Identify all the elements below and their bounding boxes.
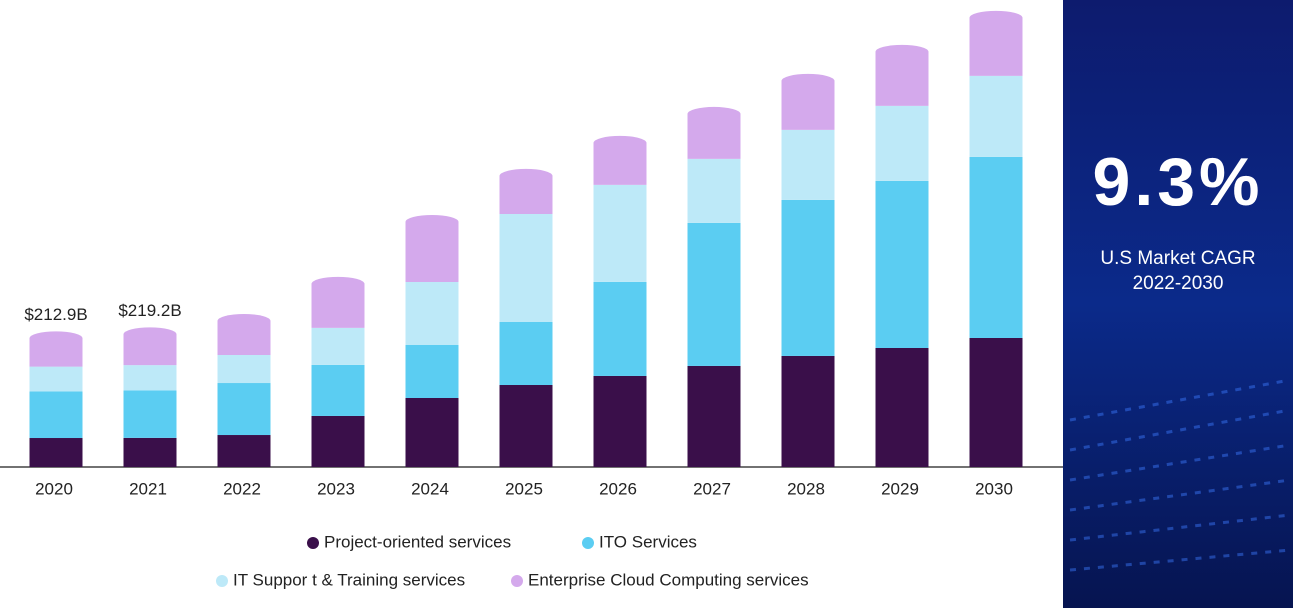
x-tick-label: 2022 — [223, 479, 261, 498]
x-tick-label: 2026 — [599, 479, 637, 498]
bar-segment — [405, 344, 459, 399]
x-tick-label: 2028 — [787, 479, 825, 498]
bar-segment — [217, 383, 271, 436]
bar-segment — [875, 347, 929, 467]
bar-segment — [123, 390, 177, 438]
x-tick-label: 2023 — [317, 479, 355, 498]
legend-label: Project-oriented services — [324, 532, 511, 551]
bar-segment — [969, 75, 1023, 157]
bar-segment — [969, 156, 1023, 338]
cagr-value: 9.3% — [1093, 144, 1264, 220]
bar-segment — [687, 222, 741, 366]
bar-segment — [29, 366, 83, 392]
x-tick-label: 2024 — [411, 479, 449, 498]
bar-segment — [593, 135, 647, 185]
bar-segment — [593, 184, 647, 282]
bar-segment — [123, 437, 177, 467]
bar-segment — [499, 321, 553, 386]
bar-segment — [499, 168, 553, 214]
bar-segment — [405, 281, 459, 345]
bar-segment — [499, 385, 553, 467]
bar-segment — [311, 276, 365, 328]
bar-segment — [875, 180, 929, 348]
bar-segment — [687, 365, 741, 467]
legend-marker — [582, 537, 594, 549]
x-tick-label: 2029 — [881, 479, 919, 498]
legend-marker — [511, 575, 523, 587]
x-tick-label: 2030 — [975, 479, 1013, 498]
bar-segment — [217, 435, 271, 467]
bar-segment — [217, 354, 271, 384]
legend-label: Enterprise Cloud Computing services — [528, 570, 809, 589]
bar-segment — [781, 73, 835, 130]
x-tick-label: 2025 — [505, 479, 543, 498]
x-tick-label: 2020 — [35, 479, 73, 498]
bar-segment — [123, 327, 177, 366]
total-label: $219.2B — [118, 301, 181, 320]
bar-segment — [311, 327, 365, 365]
bar-segment — [499, 213, 553, 322]
legend-marker — [216, 575, 228, 587]
legend-label: ITO Services — [599, 532, 697, 551]
bar-segment — [875, 105, 929, 181]
x-tick-label: 2021 — [129, 479, 167, 498]
bar-segment — [29, 391, 83, 439]
bar-segment — [311, 415, 365, 467]
bar-segment — [593, 281, 647, 376]
bar-segment — [687, 158, 741, 223]
bar-segment — [311, 364, 365, 416]
bar-segment — [781, 129, 835, 200]
bar-segment — [123, 365, 177, 391]
bar-segment — [593, 375, 647, 467]
total-label: $212.9B — [24, 305, 87, 324]
legend-marker — [307, 537, 319, 549]
legend-label: IT Suppor t & Training services — [233, 570, 465, 589]
x-tick-label: 2027 — [693, 479, 731, 498]
bar-segment — [781, 355, 835, 467]
panel-decoration — [1069, 378, 1291, 572]
bar-segment — [875, 44, 929, 106]
bar-segment — [29, 438, 83, 467]
bar-segment — [29, 331, 83, 367]
bar-segment — [969, 337, 1023, 467]
bar-segment — [405, 214, 459, 282]
side-panel — [1063, 0, 1293, 608]
bar-segment — [687, 106, 741, 159]
bar-segment — [781, 199, 835, 356]
cagr-caption: U.S Market CAGR — [1100, 248, 1255, 269]
cagr-period: 2022-2030 — [1133, 273, 1224, 294]
bar-segment — [969, 10, 1023, 76]
bar-segment — [405, 398, 459, 467]
bar-segment — [217, 313, 271, 355]
